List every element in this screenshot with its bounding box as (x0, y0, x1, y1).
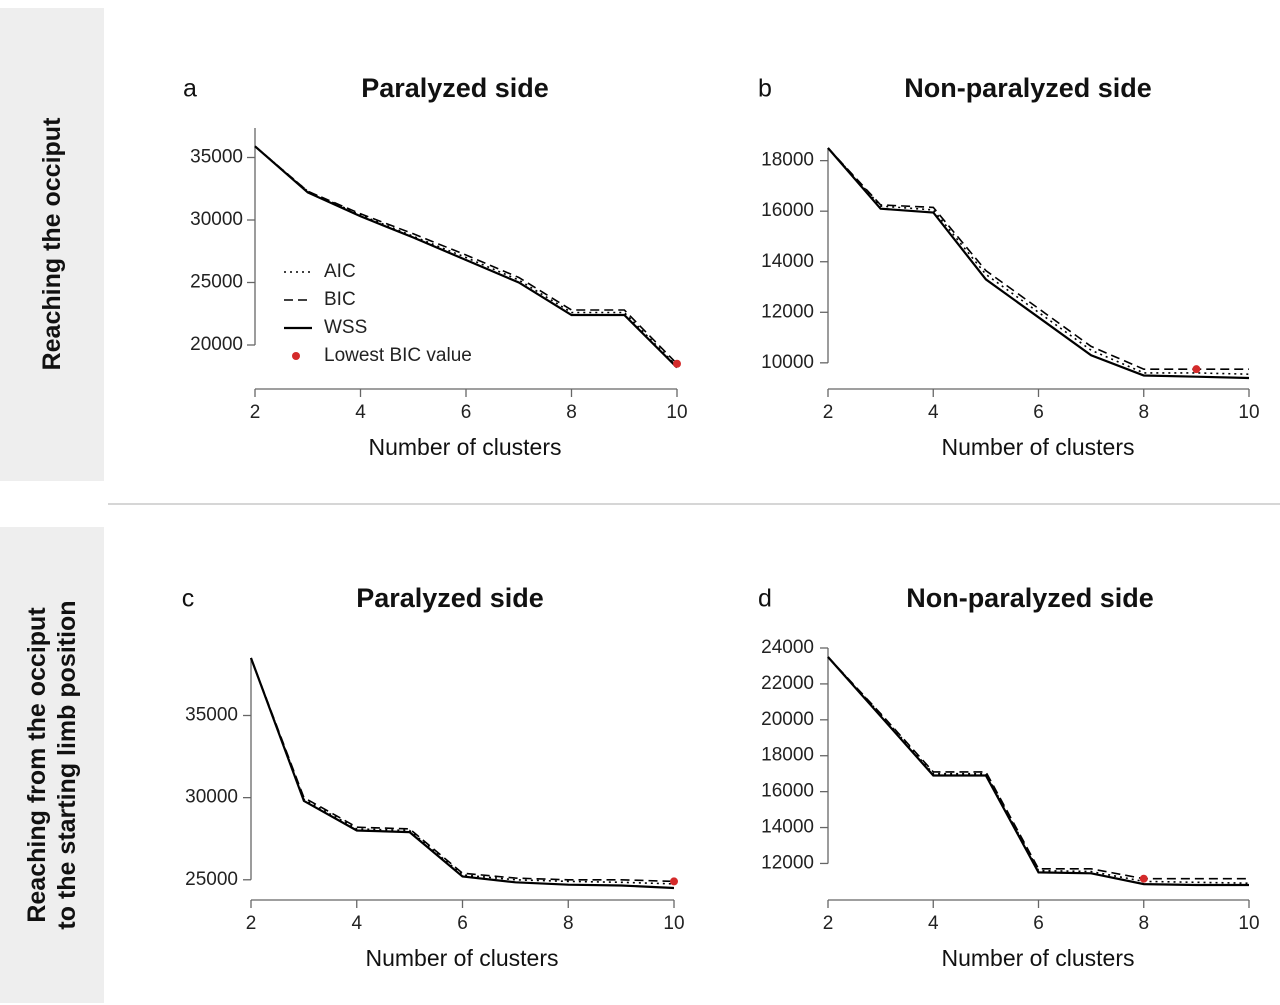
panel-b-y-tick-label: 10000 (761, 352, 814, 373)
panel-d-lowest-bic-marker (1139, 874, 1148, 883)
row-divider (108, 503, 1280, 505)
legend-label: AIC (324, 261, 356, 282)
panel-d-y-tick-label: 20000 (761, 709, 814, 730)
panel-a-series-bic (254, 145, 678, 365)
panel-a-x-tick-label: 4 (355, 402, 366, 423)
panel-c-x-tick-label: 4 (351, 913, 362, 934)
panel-b-y-tick-label: 18000 (761, 150, 814, 171)
panel-d-x-tick-label: 6 (1033, 913, 1044, 934)
panel-c-series-aic (250, 657, 675, 885)
legend-label: BIC (324, 289, 356, 310)
panel-d-y-tick-label: 14000 (761, 817, 814, 838)
panel-c-y-tick-label: 35000 (185, 705, 238, 726)
panel-a-y-tick-label: 20000 (190, 334, 243, 355)
panel-d-y-tick-label: 16000 (761, 781, 814, 802)
panel-b-series-aic (827, 147, 1250, 375)
panel-b-lowest-bic-marker (1192, 365, 1201, 374)
row-header-reaching-back (0, 527, 104, 1003)
panel-a-x-tick-label: 8 (566, 402, 577, 423)
panel-c-title: Paralyzed side (356, 583, 544, 613)
panel-c-y-tick-label: 25000 (185, 869, 238, 890)
panel-d-y-tick-label: 24000 (761, 637, 814, 658)
panel-a-title: Paralyzed side (361, 73, 549, 103)
panel-d-series-bic (827, 656, 1249, 880)
panel-b-series-wss (827, 147, 1250, 380)
panel-d-x-tick-label: 10 (1238, 913, 1259, 934)
panel-c-x-tick-label: 2 (246, 913, 257, 934)
panel-d-x-tick-label: 8 (1138, 913, 1149, 934)
panel-b-x-tick-label: 8 (1138, 402, 1149, 423)
panel-b-letter: b (758, 75, 772, 103)
panel-a-x-tick-label: 10 (666, 402, 687, 423)
panel-c-x-label: Number of clusters (365, 945, 558, 971)
panel-d-x-label: Number of clusters (941, 945, 1134, 971)
panel-b-x-tick-label: 10 (1238, 402, 1259, 423)
panel-d-y-tick-label: 22000 (761, 673, 814, 694)
panel-a-x-label: Number of clusters (368, 434, 561, 460)
panel-d-letter: d (758, 585, 772, 613)
panel-d-y-tick-label: 18000 (761, 745, 814, 766)
panel-a-series-aic (254, 145, 678, 367)
panel-a-letter: a (183, 75, 197, 103)
panel-c-y-tick-label: 30000 (185, 787, 238, 808)
panel-a-y-tick-label: 30000 (190, 209, 243, 230)
panel-c-lowest-bic-marker (670, 877, 678, 886)
panel-a-y-tick-label: 25000 (190, 272, 243, 293)
panel-b-x-tick-label: 2 (823, 402, 834, 423)
panel-b-y-tick-label: 12000 (761, 301, 814, 322)
panel-b-x-tick-label: 6 (1033, 402, 1044, 423)
panel-a-x-tick-label: 2 (250, 402, 261, 423)
panel-d-title: Non-paralyzed side (906, 583, 1154, 613)
panel-d-y-tick-label: 12000 (761, 852, 814, 873)
panel-a-lowest-bic-marker (673, 359, 681, 368)
panel-a-y-tick-label: 35000 (190, 147, 243, 168)
panel-b-x-tick-label: 4 (928, 402, 939, 423)
panel-c-x-tick-label: 10 (663, 913, 684, 934)
panel-c-series-wss (249, 657, 675, 890)
panel-b-series-bic (827, 147, 1249, 371)
panel-d-series-wss (827, 656, 1249, 887)
legend-label: WSS (324, 317, 367, 338)
panel-b-y-tick-label: 16000 (761, 200, 814, 221)
row-header-reaching-occiput (0, 8, 104, 481)
panel-b-x-label: Number of clusters (941, 434, 1134, 460)
legend-marker-lowest-bic (292, 352, 300, 360)
panel-a-series-wss (254, 145, 678, 369)
panel-d-x-tick-label: 4 (928, 913, 939, 934)
panel-c-letter: c (182, 585, 195, 613)
panel-c-x-tick-label: 6 (457, 913, 468, 934)
panel-b-title: Non-paralyzed side (904, 73, 1152, 103)
panel-c-series-bic (250, 657, 675, 883)
panel-b-y-tick-label: 14000 (761, 251, 814, 272)
panel-d-series-aic (827, 656, 1250, 884)
panel-d-x-tick-label: 2 (823, 913, 834, 934)
panel-c-x-tick-label: 8 (563, 913, 574, 934)
legend-label: Lowest BIC value (324, 345, 472, 366)
panel-a-x-tick-label: 6 (461, 402, 472, 423)
